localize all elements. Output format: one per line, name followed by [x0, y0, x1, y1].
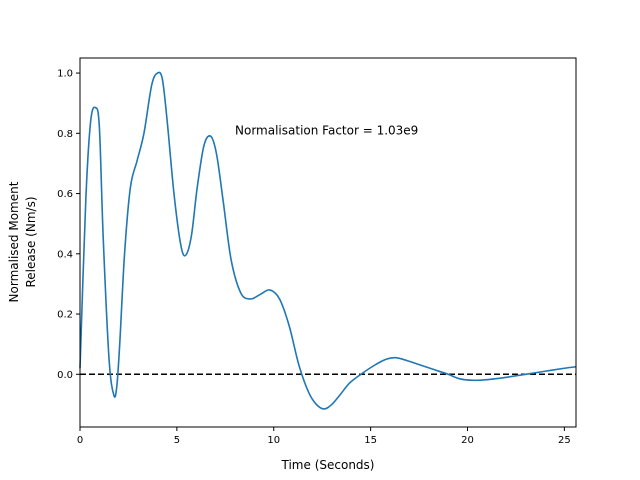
y-tick-label: 0.8: [57, 129, 73, 140]
y-tick-label: 0.0: [57, 370, 73, 381]
y-axis-ticks: 0.0 0.2 0.4 0.6 0.8 1.0: [57, 69, 80, 381]
y-tick-label: 1.0: [57, 69, 73, 80]
moment-release-series-line: [79, 71, 577, 410]
x-tick-label: 15: [364, 435, 377, 446]
y-axis-label: Normalised Moment Release (Nm/s): [7, 181, 38, 302]
x-axis-label: Time (Seconds): [281, 458, 375, 472]
x-tick-label: 25: [558, 435, 571, 446]
y-axis-label-line-2: Release (Nm/s): [24, 196, 38, 287]
x-tick-label: 10: [267, 435, 280, 446]
y-axis-label-line-1: Normalised Moment: [7, 181, 21, 302]
x-axis-ticks: 0 5 10 15 20 25: [77, 427, 571, 446]
x-tick-label: 5: [174, 435, 180, 446]
normalisation-annotation: Normalisation Factor = 1.03e9: [235, 123, 418, 137]
plot-area: [79, 71, 577, 410]
axes-frame: [79, 57, 577, 428]
x-tick-label: 0: [77, 435, 83, 446]
y-tick-label: 0.4: [57, 249, 73, 260]
y-tick-label: 0.6: [57, 189, 73, 200]
y-tick-label: 0.2: [57, 310, 73, 321]
x-tick-label: 20: [461, 435, 474, 446]
